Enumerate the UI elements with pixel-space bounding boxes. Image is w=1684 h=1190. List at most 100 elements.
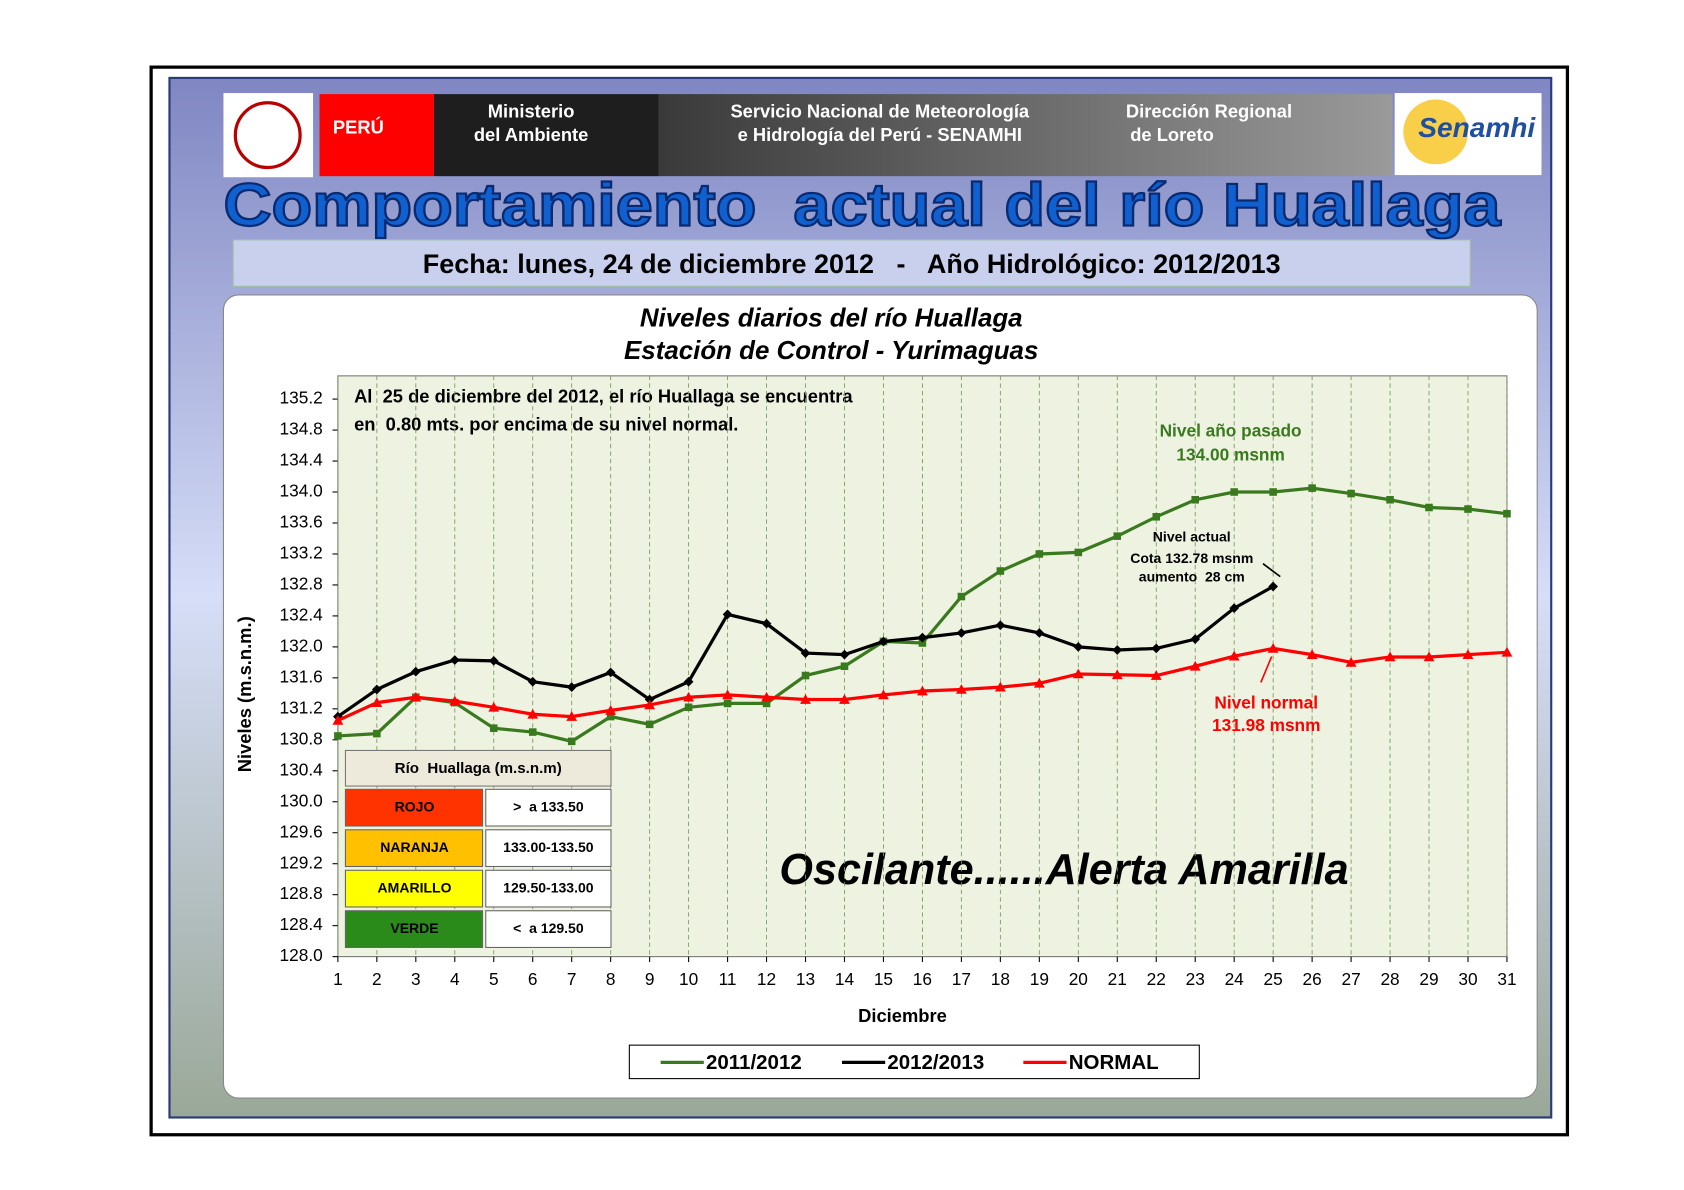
date-box — [232, 239, 1471, 287]
ministry: del Ambiente — [474, 124, 589, 145]
note: Al 25 de diciembre del 2012, el río Hual… — [354, 385, 853, 406]
annotation: Nivel actual — [1153, 528, 1231, 544]
point — [488, 655, 499, 666]
point — [1151, 643, 1162, 654]
point — [762, 699, 771, 708]
point — [1423, 651, 1435, 662]
logo-sun — [1403, 99, 1469, 165]
y-axis-title: Niveles (m.s.n.m.) — [234, 616, 255, 772]
y-tick-label: 129.6 — [280, 821, 323, 841]
point — [800, 648, 811, 658]
point — [1189, 660, 1201, 671]
service: Servicio Nacional de Meteorología — [730, 100, 1029, 121]
x-axis-title: Diciembre — [858, 1005, 947, 1026]
legend-label: 2011/2012 — [706, 1051, 802, 1074]
x-tick-label: 24 — [1225, 969, 1245, 989]
y-tick-label: 130.0 — [280, 790, 323, 810]
x-tick-label: 14 — [835, 969, 855, 989]
point — [761, 691, 772, 702]
alert-color — [344, 788, 484, 827]
point — [1464, 505, 1472, 513]
alert-color — [344, 910, 484, 948]
point — [1267, 643, 1279, 653]
point — [1347, 489, 1355, 498]
x-tick-label: 6 — [528, 969, 538, 989]
x-tick-label: 8 — [606, 969, 616, 989]
alert-range: > a 133.50 — [513, 798, 584, 814]
x-tick-label: 9 — [645, 969, 655, 989]
y-tick-label: 130.8 — [280, 728, 323, 748]
x-tick-label: 23 — [1186, 969, 1205, 989]
annotation: 131.98 msnm — [1212, 715, 1320, 735]
point — [606, 712, 615, 721]
alert-range-box — [485, 910, 612, 948]
point — [1501, 646, 1513, 657]
point — [1229, 603, 1240, 614]
point — [1191, 495, 1199, 504]
y-tick-label: 134.4 — [280, 450, 324, 470]
point — [1033, 677, 1045, 688]
point — [956, 628, 967, 638]
point — [332, 715, 344, 725]
point — [723, 699, 732, 708]
service-band — [658, 94, 1393, 177]
x-tick-label: 12 — [757, 969, 776, 989]
status: Oscilante......Alerta Amarilla — [779, 846, 1348, 894]
point — [917, 632, 928, 643]
chart-title: Niveles diarios del río Huallaga — [640, 305, 1023, 333]
arrow — [1262, 563, 1281, 578]
x-tick-label: 13 — [796, 969, 815, 989]
y-tick-label: 133.2 — [280, 543, 323, 563]
alert-range-box — [485, 829, 612, 868]
x-tick-label: 7 — [567, 969, 577, 989]
point — [839, 649, 850, 660]
chart-subtitle: Estación de Control - Yurimaguas — [624, 337, 1038, 365]
point — [1503, 509, 1511, 518]
arrow — [1260, 656, 1273, 683]
y-tick-label: 129.2 — [280, 852, 323, 872]
point — [1345, 656, 1357, 667]
point — [801, 671, 810, 680]
x-tick-label: 30 — [1458, 969, 1477, 989]
alert-level: ROJO — [395, 798, 435, 814]
note: en 0.80 mts. por encima de su nivel norm… — [354, 413, 738, 434]
x-tick-label: 21 — [1108, 969, 1127, 989]
x-tick-label: 22 — [1147, 969, 1166, 989]
annotation: Nivel año pasado — [1160, 421, 1302, 441]
x-tick-label: 4 — [450, 969, 460, 989]
x-tick-label: 17 — [952, 969, 971, 989]
alert-level: NARANJA — [380, 839, 449, 855]
x-tick-label: 11 — [719, 969, 737, 989]
point — [1150, 670, 1162, 680]
point — [605, 704, 617, 715]
service: e Hidrología del Perú - SENAMHI — [738, 124, 1022, 145]
y-tick-label: 131.2 — [280, 697, 323, 717]
y-tick-label: 128.4 — [280, 914, 324, 934]
point — [605, 667, 616, 678]
country: PERÚ — [333, 117, 384, 138]
y-tick-label: 134.8 — [280, 419, 323, 439]
x-tick-label: 19 — [1030, 969, 1049, 989]
point — [1034, 628, 1045, 638]
poster-title: Comportamiento actual del río Huallaga — [223, 171, 1500, 239]
legend-box — [628, 1044, 1200, 1080]
point — [957, 592, 966, 601]
point — [996, 567, 1005, 575]
alert-range: < a 129.50 — [513, 920, 584, 936]
point — [410, 666, 421, 677]
logo-text: Senamhi — [1418, 112, 1536, 143]
table-header — [344, 749, 612, 787]
ministry: Ministerio — [488, 100, 575, 121]
point — [1269, 488, 1277, 496]
y-tick-label: 128.8 — [280, 883, 323, 903]
alert-range: 129.50-133.00 — [503, 879, 594, 895]
x-tick-label: 29 — [1419, 969, 1438, 989]
point — [566, 682, 577, 693]
point — [489, 724, 498, 732]
point — [567, 737, 576, 746]
date-line: Fecha: lunes, 24 de diciembre 2012 - Año… — [423, 249, 1281, 279]
point — [1111, 669, 1123, 680]
point — [645, 720, 654, 729]
annotation: Nivel normal — [1214, 693, 1318, 713]
alert-range-box — [485, 788, 612, 827]
